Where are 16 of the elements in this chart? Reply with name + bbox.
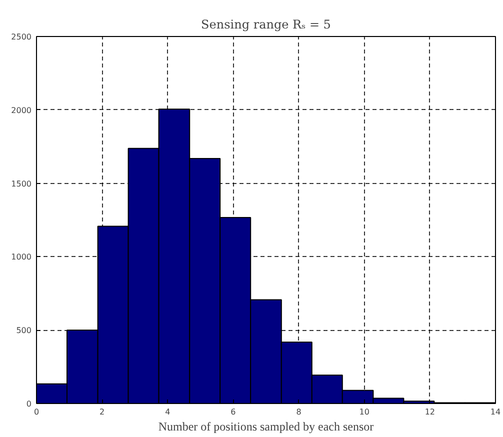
x-tick-label: 14 [490, 408, 501, 416]
y-tick-label: 1000 [11, 252, 32, 262]
x-axis-title: Number of positions sampled by each sensor [158, 420, 374, 434]
y-tick-label: 2000 [11, 106, 32, 115]
y-tick-label: 0 [26, 400, 32, 408]
y-tick-label: 1500 [11, 179, 32, 188]
chart-title: Sensing range Rₛ = 5 [201, 18, 331, 32]
x-tick-label: 8 [296, 408, 302, 416]
x-tick-label: 4 [165, 408, 170, 416]
x-tick-label: 0 [34, 408, 40, 416]
x-tick-label: 12 [424, 408, 436, 416]
x-tick-label: 2 [100, 408, 105, 416]
y-tick-label: 500 [16, 326, 32, 336]
y-tick-label: 2500 [11, 32, 32, 42]
x-tick-label: 10 [359, 408, 370, 416]
x-tick-label: 6 [230, 408, 236, 416]
